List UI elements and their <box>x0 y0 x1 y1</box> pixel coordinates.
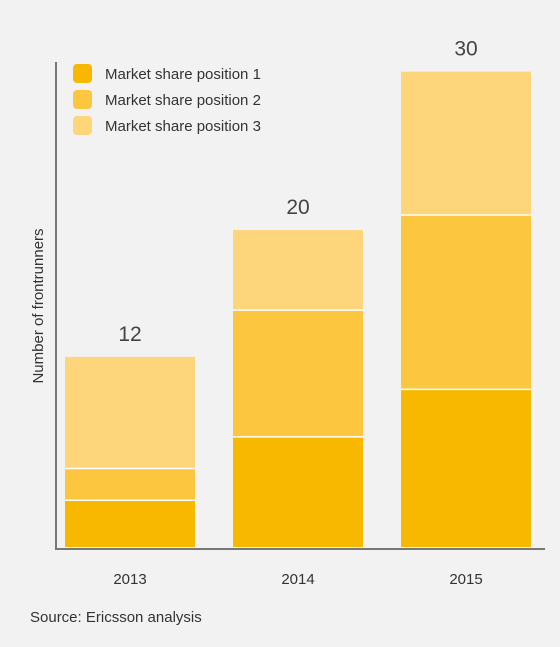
bar-2013-series-3 <box>65 356 195 468</box>
legend-label-1: Market share position 1 <box>105 66 261 83</box>
total-label-2013: 12 <box>118 323 141 346</box>
legend-swatch-2 <box>73 90 92 109</box>
legend-label-2: Market share position 2 <box>105 92 261 109</box>
bar-2014-series-2 <box>233 309 363 437</box>
bar-2014-series-3 <box>233 230 363 310</box>
bar-2013-series-2 <box>65 467 195 500</box>
bar-2015-series-2 <box>401 214 531 389</box>
legend-swatch-3 <box>73 116 92 135</box>
legend-label-3: Market share position 3 <box>105 118 261 135</box>
source-note: Source: Ericsson analysis <box>30 609 202 626</box>
bar-2013-series-1 <box>65 499 195 547</box>
total-label-2014: 20 <box>286 196 309 219</box>
y-axis-label: Number of frontrunners <box>30 228 47 383</box>
legend-swatch-1 <box>73 64 92 83</box>
x-tick-label-2013: 2013 <box>113 571 146 588</box>
x-tick-label-2015: 2015 <box>449 571 482 588</box>
bar-2014-series-1 <box>233 436 363 547</box>
bar-2015-series-1 <box>401 388 531 547</box>
x-tick-label-2014: 2014 <box>281 571 314 588</box>
total-label-2015: 30 <box>454 38 477 61</box>
bar-2015-series-3 <box>401 71 531 215</box>
